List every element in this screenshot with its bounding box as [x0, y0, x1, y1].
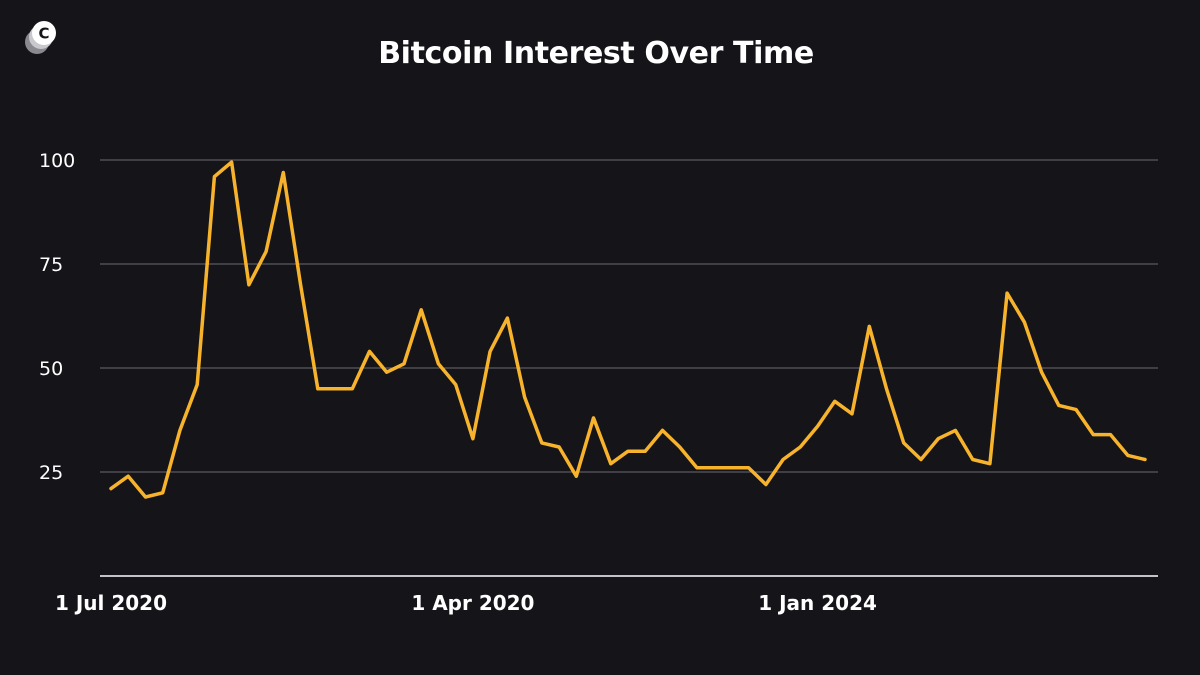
series-line-interest — [109, 160, 1147, 499]
y-tick-label-75: 75 — [39, 254, 63, 276]
series-group — [109, 160, 1147, 499]
c-circle-logo-icon: C — [25, 21, 56, 54]
x-axis-ticks: 1 Jul 2020 1 Apr 2020 1 Jan 2024 — [55, 591, 877, 615]
y-axis-ticks: 25 50 75 100 — [39, 150, 75, 484]
y-tick-label-50: 50 — [39, 358, 63, 380]
gridlines — [100, 159, 1158, 473]
x-tick-label-1: 1 Apr 2020 — [411, 591, 534, 615]
y-tick-label-25: 25 — [39, 462, 63, 484]
x-tick-label-0: 1 Jul 2020 — [55, 591, 167, 615]
y-tick-label-100: 100 — [39, 150, 75, 172]
x-tick-label-2: 1 Jan 2024 — [758, 591, 877, 615]
svg-text:C: C — [38, 25, 49, 43]
chart-title: Bitcoin Interest Over Time — [378, 36, 814, 71]
